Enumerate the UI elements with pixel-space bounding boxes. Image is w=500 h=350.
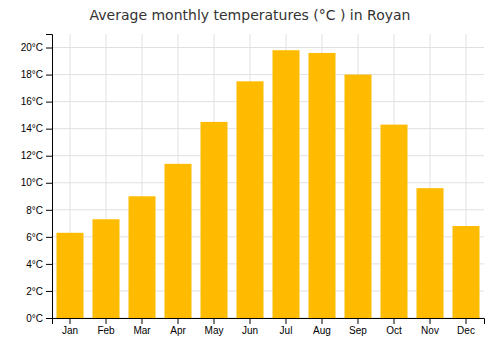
y-tick-mark [46, 156, 52, 157]
x-tick-label: May [205, 325, 224, 336]
y-tick: 4°C [26, 259, 52, 270]
plot: Jan Feb Mar Apr May Jun Jul Aug Sep Oct Nov Dec 0°C 2… [21, 34, 485, 336]
y-tick: 2°C [26, 286, 52, 297]
y-tick-label: 0°C [26, 313, 43, 324]
x-tick: Jul [280, 318, 293, 336]
y-tick-mark [46, 48, 52, 49]
bar [129, 196, 156, 318]
grid-line-y [52, 47, 484, 48]
x-tick: Jan [62, 318, 78, 336]
y-tick-mark [46, 264, 52, 265]
x-axis: Jan Feb Mar Apr May Jun Jul Aug Sep Oct Nov Dec [53, 318, 485, 336]
chart-svg: Jan Feb Mar Apr May Jun Jul Aug Sep Oct Nov Dec 0°C 2… [0, 0, 500, 350]
x-tick-label: Feb [97, 325, 115, 336]
y-tick-mark [46, 318, 52, 319]
y-tick-mark [46, 102, 52, 103]
x-tick-mark [214, 318, 215, 324]
x-tick-label: Jan [62, 325, 78, 336]
x-tick-mark [466, 318, 467, 324]
x-tick: Apr [170, 318, 186, 336]
y-tick-mark [46, 75, 52, 76]
grid [52, 34, 484, 318]
x-tick-mark [106, 318, 107, 324]
x-tick-mark [178, 318, 179, 324]
y-tick: 12°C [21, 150, 52, 161]
x-tick-mark [142, 318, 143, 324]
y-tick: 8°C [26, 205, 52, 216]
bar [381, 125, 408, 318]
x-tick-label: Apr [170, 325, 186, 336]
x-tick-label: Jul [280, 325, 293, 336]
y-tick-label: 12°C [21, 150, 43, 161]
x-tick: Feb [97, 318, 115, 336]
x-tick-label: Jun [242, 325, 258, 336]
x-axis-line [53, 319, 485, 325]
x-tick-label: Aug [313, 325, 331, 336]
y-tick: 10°C [21, 177, 52, 188]
y-tick-label: 4°C [26, 259, 43, 270]
bar [345, 75, 372, 318]
bar [165, 164, 192, 318]
x-tick: Dec [457, 318, 475, 336]
y-tick-mark [46, 183, 52, 184]
x-tick: Nov [421, 318, 439, 336]
x-tick-mark [322, 318, 323, 324]
y-tick: 18°C [21, 69, 52, 80]
bar [309, 53, 336, 318]
x-tick-mark [430, 318, 431, 324]
y-tick: 20°C [21, 42, 52, 53]
bars [57, 50, 480, 318]
y-tick-mark [46, 291, 52, 292]
grid-line-y [52, 74, 484, 75]
title: Average monthly temperatures (°C ) in Ro… [90, 7, 411, 23]
y-tick: 14°C [21, 123, 52, 134]
y-tick-mark [46, 210, 52, 211]
x-tick-mark [394, 318, 395, 324]
x-tick: Jun [242, 318, 258, 336]
y-axis-line [46, 35, 53, 319]
bar [453, 226, 480, 318]
x-tick-mark [286, 318, 287, 324]
y-tick-label: 20°C [21, 42, 43, 53]
bar [273, 50, 300, 318]
grid-line-y [52, 128, 484, 129]
bar [417, 188, 444, 318]
bar [201, 122, 228, 318]
bar [57, 233, 84, 318]
bar [237, 81, 264, 318]
y-tick: 6°C [26, 232, 52, 243]
y-tick: 16°C [21, 96, 52, 107]
grid-line-y [52, 182, 484, 183]
grid-line-y [52, 101, 484, 102]
x-tick-label: Oct [386, 325, 402, 336]
y-tick-label: 18°C [21, 69, 43, 80]
chart-container: Jan Feb Mar Apr May Jun Jul Aug Sep Oct Nov Dec 0°C 2… [0, 0, 500, 350]
x-tick: Sep [349, 318, 367, 336]
y-tick-label: 16°C [21, 96, 43, 107]
grid-line-y [52, 155, 484, 156]
x-tick-label: Sep [349, 325, 367, 336]
x-tick-mark [250, 318, 251, 324]
y-tick-mark [46, 129, 52, 130]
y-tick-label: 6°C [26, 232, 43, 243]
x-tick: Oct [386, 318, 402, 336]
y-tick-label: 2°C [26, 286, 43, 297]
y-tick-label: 8°C [26, 205, 43, 216]
y-axis: 0°C 2°C 4°C 6°C 8°C 10°C 12°C 14°C 16°C 18°C 20°C [21, 35, 53, 324]
y-tick: 0°C [26, 313, 52, 324]
x-tick-label: Dec [457, 325, 475, 336]
y-tick-label: 10°C [21, 177, 43, 188]
y-tick-mark [46, 237, 52, 238]
bar [93, 219, 120, 318]
x-tick: Mar [133, 318, 151, 336]
x-tick-mark [70, 318, 71, 324]
x-tick-mark [358, 318, 359, 324]
x-tick-label: Nov [421, 325, 439, 336]
x-tick-label: Mar [133, 325, 151, 336]
y-tick-label: 14°C [21, 123, 43, 134]
x-tick: May [205, 318, 224, 336]
x-tick: Aug [313, 318, 331, 336]
